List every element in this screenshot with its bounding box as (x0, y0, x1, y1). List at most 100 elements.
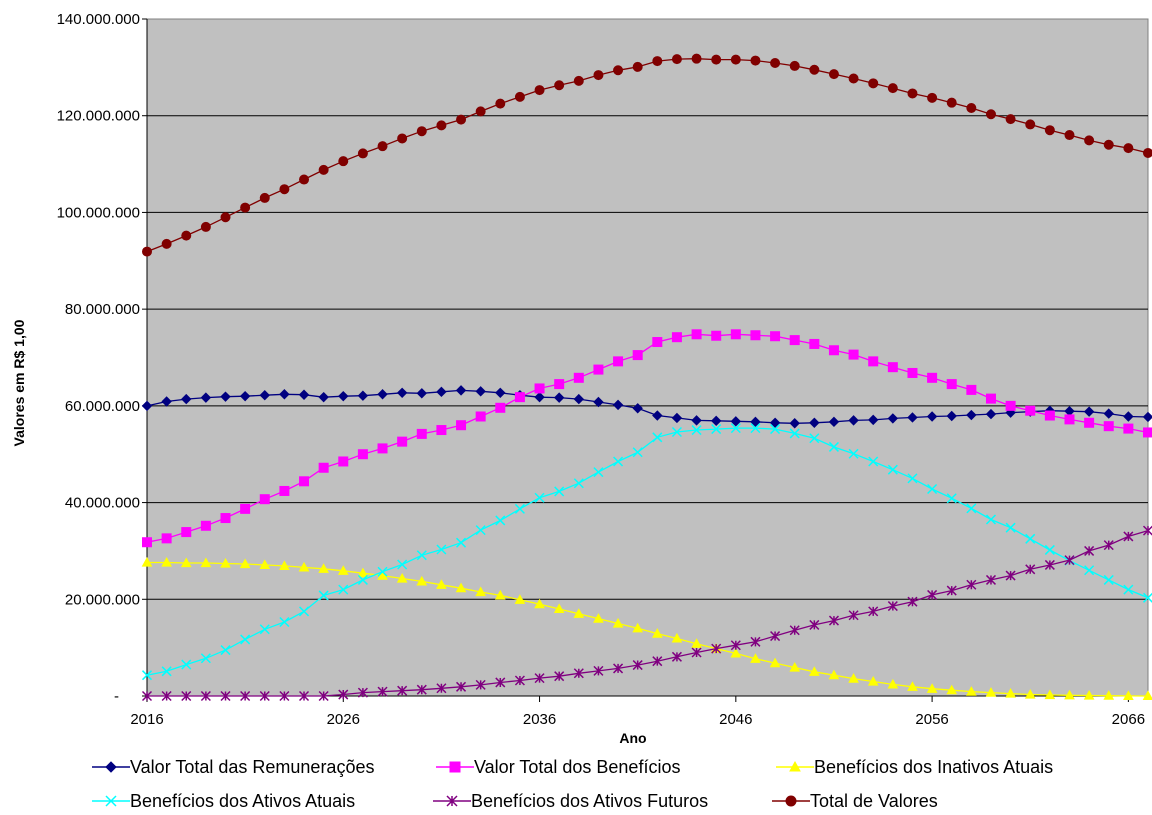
data-point (1005, 688, 1016, 698)
data-point (318, 164, 329, 175)
data-point (828, 345, 839, 356)
data-point (161, 557, 172, 567)
data-point (298, 561, 310, 572)
data-point (495, 387, 506, 399)
data-point (357, 390, 369, 401)
data-point (652, 410, 663, 421)
data-point (789, 60, 800, 71)
data-point (907, 681, 918, 691)
data-point (279, 485, 290, 496)
data-point (357, 687, 368, 698)
data-point (475, 586, 487, 597)
data-point (848, 73, 859, 84)
data-point (220, 513, 231, 524)
data-point (357, 449, 368, 460)
data-point (318, 462, 329, 473)
data-point (1064, 689, 1075, 700)
data-point (299, 476, 310, 487)
series-1 (142, 329, 1152, 548)
data-point (809, 619, 820, 630)
x-axis-title: Ano (619, 730, 646, 746)
data-point (514, 392, 525, 403)
data-point (1044, 125, 1055, 136)
data-point (671, 426, 682, 438)
data-point (259, 624, 270, 635)
data-point (1103, 139, 1114, 150)
data-point (887, 362, 898, 373)
data-point (161, 533, 172, 544)
data-point (475, 679, 486, 690)
data-point (357, 567, 369, 578)
data-point (338, 456, 349, 467)
data-point (554, 486, 565, 497)
data-point (927, 92, 938, 103)
data-point (181, 527, 192, 538)
data-point (1025, 405, 1036, 416)
data-point (1103, 421, 1114, 432)
data-point (357, 148, 368, 159)
data-point (455, 385, 467, 396)
legend-marker (105, 795, 117, 807)
data-point (259, 494, 270, 505)
data-point (239, 390, 251, 402)
data-point (318, 563, 329, 573)
data-point (946, 585, 957, 596)
x-tick-label: 2016 (130, 711, 163, 728)
x-axis: 2016 2026 2036 2046 2056 2066 (130, 695, 1148, 728)
data-point (613, 456, 624, 467)
data-point (848, 349, 859, 360)
data-point (907, 473, 918, 484)
series-line (146, 389, 1149, 424)
y-tick-label: 40.000.000 (65, 495, 140, 512)
data-point (671, 54, 682, 65)
series-2 (141, 557, 1152, 701)
data-point (651, 628, 663, 638)
data-point (397, 559, 408, 570)
data-point (1142, 525, 1152, 536)
data-point (966, 102, 977, 113)
x-tick-label: 2026 (327, 711, 360, 728)
y-tick-label: 80.000.000 (65, 301, 140, 318)
data-point (573, 608, 585, 618)
legend-item: Benefícios dos Ativos Atuais (92, 791, 355, 811)
data-point (200, 221, 211, 232)
legend: Valor Total das Remunerações Valor Total … (92, 757, 1053, 811)
data-point (200, 520, 211, 531)
data-point (142, 246, 152, 257)
x-tick-label: 2036 (523, 711, 556, 728)
data-point (161, 666, 172, 677)
legend-label: Benefícios dos Ativos Futuros (471, 791, 708, 811)
data-point (554, 80, 565, 91)
data-point (1143, 427, 1152, 438)
data-point (200, 690, 211, 702)
data-point (514, 91, 525, 102)
legend-item: Benefícios dos Inativos Atuais (776, 757, 1053, 777)
data-point (475, 525, 486, 536)
y-axis-title: Valores em R$ 1,00 (11, 319, 27, 446)
data-point (593, 613, 604, 623)
data-point (161, 396, 172, 407)
data-point (514, 594, 526, 604)
data-point (1005, 570, 1016, 581)
data-point (220, 391, 231, 402)
series-line (146, 333, 1149, 543)
data-point (848, 673, 859, 683)
data-point (946, 493, 957, 504)
data-point (1005, 114, 1016, 125)
data-point (632, 660, 643, 671)
data-point (828, 669, 840, 680)
data-point (671, 651, 682, 662)
data-point (200, 557, 212, 568)
data-point (848, 448, 859, 459)
data-point (1044, 689, 1056, 700)
data-point (495, 515, 506, 526)
data-point (613, 356, 624, 367)
data-point (887, 83, 898, 94)
data-point (416, 684, 427, 695)
data-point (554, 379, 565, 390)
data-point (770, 631, 781, 642)
data-point (456, 537, 467, 548)
data-point (691, 329, 702, 340)
legend-label: Benefícios dos Ativos Atuais (130, 791, 355, 811)
data-point (926, 683, 938, 693)
